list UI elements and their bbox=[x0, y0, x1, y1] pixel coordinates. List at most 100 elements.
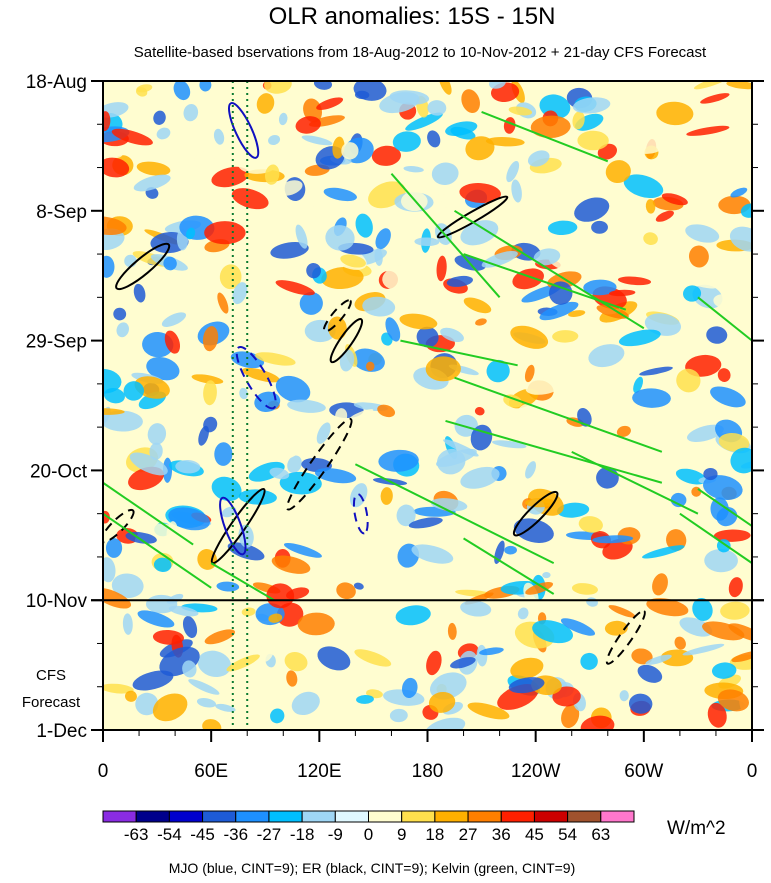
anomaly-cell bbox=[459, 183, 501, 203]
colorbar-label: 18 bbox=[425, 825, 444, 844]
anomaly-cell bbox=[656, 101, 694, 126]
anomaly-cell bbox=[385, 317, 401, 342]
anomaly-cell bbox=[133, 174, 171, 192]
anomaly-cell bbox=[354, 649, 392, 667]
colorbar-swatch bbox=[102, 810, 137, 823]
anomaly-cell bbox=[146, 356, 180, 381]
anomaly-cell bbox=[148, 197, 163, 212]
anomaly-cell bbox=[103, 603, 123, 625]
anomaly-cell bbox=[264, 164, 280, 185]
anomaly-cell bbox=[637, 664, 663, 683]
anomaly-cell bbox=[674, 152, 701, 167]
anomaly-cell bbox=[231, 87, 266, 110]
mjo-contour bbox=[228, 102, 260, 159]
anomaly-cell bbox=[430, 498, 468, 512]
anomaly-cell bbox=[314, 468, 357, 484]
er-contour bbox=[605, 609, 646, 665]
anomaly-cell bbox=[164, 330, 181, 354]
anomaly-cell bbox=[351, 348, 385, 372]
anomaly-cell bbox=[616, 425, 631, 437]
anomaly-cell bbox=[275, 375, 311, 403]
anomaly-cell bbox=[670, 306, 687, 318]
kelvin-contour bbox=[481, 110, 609, 163]
anomaly-cell bbox=[399, 313, 438, 330]
colorbar-label: -36 bbox=[223, 825, 248, 844]
anomaly-cell bbox=[645, 199, 656, 214]
anomaly-cell bbox=[508, 106, 533, 116]
kelvin-contour bbox=[571, 450, 699, 515]
anomaly-cell bbox=[617, 276, 652, 286]
anomaly-cell bbox=[103, 410, 143, 432]
chart-title: OLR anomalies: 15S - 15N bbox=[269, 3, 556, 30]
kelvin-contour bbox=[445, 419, 663, 484]
anomaly-cell bbox=[577, 130, 609, 151]
kelvin-contour bbox=[679, 512, 752, 564]
colorbar-label: 0 bbox=[364, 825, 373, 844]
anomaly-cell bbox=[202, 719, 222, 730]
er-contour bbox=[103, 508, 135, 544]
anomaly-cell bbox=[103, 157, 130, 178]
y-tick-label: 8-Sep bbox=[36, 202, 87, 223]
anomaly-cell bbox=[460, 466, 500, 489]
anomaly-cell bbox=[548, 281, 573, 305]
anomaly-cell bbox=[447, 622, 457, 640]
anomaly-cell bbox=[276, 602, 304, 627]
anomaly-cell bbox=[403, 165, 424, 173]
anomaly-cell bbox=[355, 213, 373, 238]
anomaly-cell bbox=[467, 702, 510, 720]
anomaly-cell bbox=[682, 643, 725, 656]
anomaly-cell bbox=[710, 386, 746, 408]
anomaly-cell bbox=[692, 597, 713, 621]
anomaly-cell bbox=[304, 204, 318, 224]
anomaly-cell bbox=[211, 476, 242, 502]
anomaly-cell bbox=[340, 254, 366, 268]
anomaly-cell bbox=[492, 440, 527, 449]
anomaly-cell bbox=[182, 615, 198, 638]
kelvin-contour bbox=[697, 488, 752, 527]
anomaly-cell bbox=[122, 613, 133, 635]
plot-area bbox=[91, 80, 764, 731]
anomaly-cell bbox=[389, 90, 430, 105]
x-tick-label: 0 bbox=[98, 761, 109, 782]
anomaly-cell bbox=[270, 708, 285, 724]
anomaly-cell bbox=[103, 111, 111, 132]
anomaly-cell bbox=[213, 128, 225, 145]
mjo-contour bbox=[219, 496, 247, 556]
anomaly-cell bbox=[552, 686, 581, 707]
x-tick-label: 180 bbox=[412, 761, 444, 782]
x-axis: 0 60E 120E 180 120W 60W 0 bbox=[98, 730, 757, 782]
anomaly-cell bbox=[215, 703, 236, 712]
anomaly-cell bbox=[216, 581, 240, 592]
anomaly-cell bbox=[202, 326, 219, 352]
anomaly-cell bbox=[173, 81, 191, 101]
anomaly-cell bbox=[295, 224, 308, 249]
anomaly-cell bbox=[511, 179, 522, 203]
anomaly-cell bbox=[560, 618, 596, 636]
anomaly-cell bbox=[628, 693, 653, 714]
anomaly-cell bbox=[685, 224, 720, 243]
anomaly-cell bbox=[517, 607, 529, 620]
anomaly-cell bbox=[191, 374, 224, 385]
anomaly-cell bbox=[608, 289, 636, 297]
anomaly-cell bbox=[211, 166, 249, 188]
anomaly-cell bbox=[525, 377, 563, 395]
anomaly-cell bbox=[661, 193, 688, 206]
anomaly-cell bbox=[301, 135, 333, 146]
anomaly-cell bbox=[508, 677, 545, 694]
anomaly-cell bbox=[362, 296, 396, 317]
anomaly-cell bbox=[405, 112, 443, 131]
anomaly-cell bbox=[525, 581, 554, 595]
anomaly-cell bbox=[152, 629, 185, 645]
anomaly-cell bbox=[371, 145, 401, 166]
er-contour bbox=[329, 318, 364, 364]
anomaly-cell bbox=[441, 194, 469, 210]
anomaly-cell bbox=[214, 442, 233, 466]
anomaly-cell bbox=[143, 653, 159, 661]
colorbar-label: -9 bbox=[328, 825, 343, 844]
anomaly-cell bbox=[357, 682, 367, 697]
anomaly-cell bbox=[299, 292, 323, 315]
kelvin-contour bbox=[390, 173, 501, 298]
anomaly-cell bbox=[704, 548, 738, 573]
er-contour bbox=[115, 242, 171, 291]
